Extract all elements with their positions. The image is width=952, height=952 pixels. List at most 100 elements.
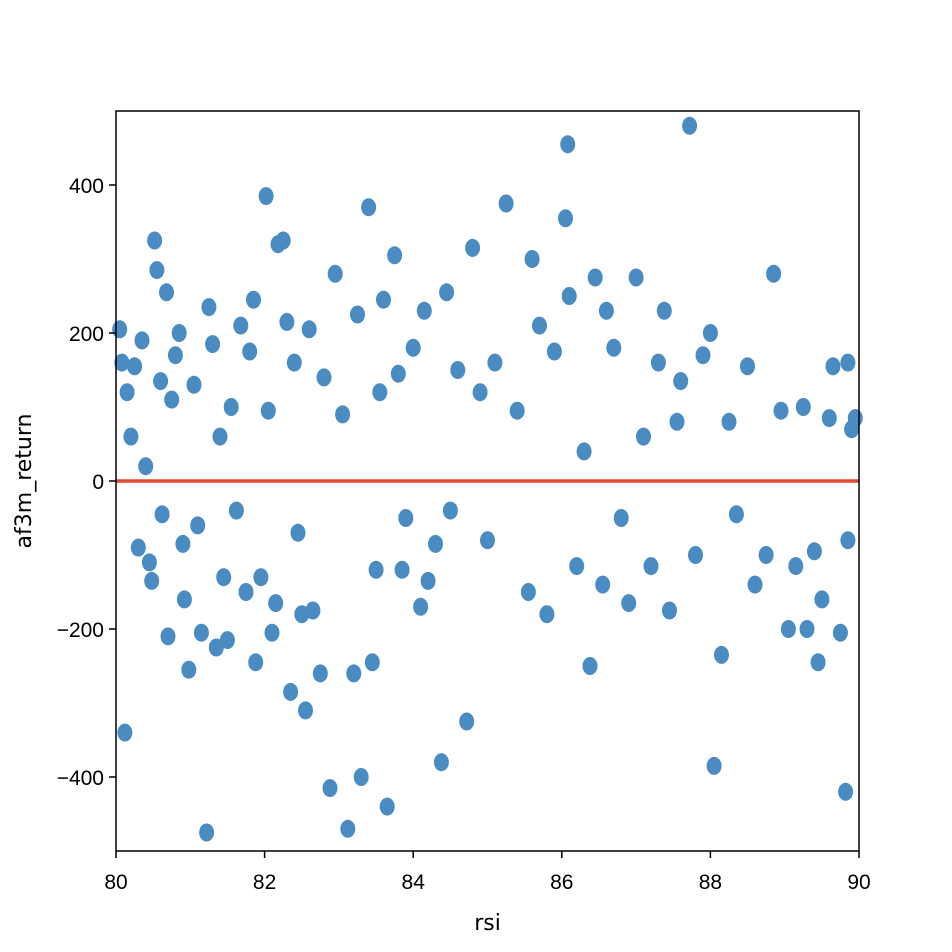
x-tick-label: 80 bbox=[104, 871, 127, 894]
data-point bbox=[439, 283, 455, 302]
data-point bbox=[825, 357, 841, 376]
y-axis-ticks: −400 −200 0 200 400 bbox=[57, 175, 116, 790]
data-point bbox=[758, 546, 774, 564]
y-tick-label: −200 bbox=[57, 619, 104, 642]
x-tick-label: 88 bbox=[699, 871, 722, 894]
data-point bbox=[327, 264, 343, 283]
data-point bbox=[376, 290, 391, 309]
data-point bbox=[176, 590, 192, 609]
data-point bbox=[795, 398, 811, 416]
data-point bbox=[193, 623, 209, 642]
data-point bbox=[144, 571, 160, 590]
data-point bbox=[636, 427, 651, 446]
data-point bbox=[175, 534, 191, 553]
data-point bbox=[305, 601, 321, 620]
data-point bbox=[773, 401, 789, 420]
data-point bbox=[205, 335, 221, 354]
data-point bbox=[582, 657, 598, 675]
data-point bbox=[361, 198, 377, 217]
data-point bbox=[595, 575, 611, 594]
data-point bbox=[814, 590, 830, 609]
data-point bbox=[587, 268, 603, 287]
data-point bbox=[212, 427, 228, 446]
data-point bbox=[840, 353, 856, 372]
data-point bbox=[368, 560, 384, 579]
data-point bbox=[747, 575, 763, 594]
data-point bbox=[138, 457, 154, 476]
data-point bbox=[832, 623, 848, 642]
data-point bbox=[275, 231, 291, 250]
data-point bbox=[650, 353, 666, 372]
data-point bbox=[558, 209, 573, 228]
data-point bbox=[569, 557, 585, 576]
x-axis-label: rsi bbox=[474, 911, 501, 936]
data-point bbox=[279, 312, 295, 331]
y-tick-label: 400 bbox=[69, 175, 104, 198]
data-point bbox=[164, 390, 180, 409]
data-point bbox=[223, 398, 239, 416]
data-point bbox=[141, 553, 157, 572]
data-point bbox=[714, 645, 729, 664]
points-layer bbox=[112, 116, 863, 842]
data-point bbox=[656, 301, 672, 320]
data-point bbox=[561, 287, 577, 305]
data-point bbox=[112, 320, 128, 339]
data-point bbox=[532, 316, 547, 335]
data-point bbox=[509, 401, 525, 420]
x-tick-label: 90 bbox=[847, 871, 870, 894]
data-point bbox=[127, 357, 143, 376]
data-point bbox=[264, 623, 280, 642]
data-point bbox=[450, 361, 466, 379]
data-point bbox=[780, 620, 796, 638]
data-point bbox=[228, 501, 244, 520]
data-point bbox=[728, 505, 744, 524]
data-point bbox=[283, 682, 299, 701]
data-point bbox=[316, 368, 332, 387]
data-point bbox=[669, 412, 685, 431]
data-point bbox=[810, 653, 826, 672]
data-point bbox=[702, 324, 718, 342]
data-point bbox=[539, 605, 555, 624]
data-point bbox=[498, 194, 514, 213]
data-point bbox=[246, 290, 261, 309]
data-point bbox=[662, 601, 677, 620]
data-point bbox=[159, 283, 174, 302]
data-point bbox=[190, 516, 206, 535]
x-axis-ticks: 80 82 84 86 88 90 bbox=[104, 851, 871, 894]
data-point bbox=[433, 753, 449, 772]
data-point bbox=[216, 568, 232, 587]
data-point bbox=[312, 664, 328, 683]
data-point bbox=[301, 320, 317, 339]
data-point bbox=[153, 372, 169, 391]
data-point bbox=[673, 372, 689, 391]
data-point bbox=[290, 523, 306, 542]
data-point bbox=[613, 509, 629, 527]
data-point bbox=[442, 501, 458, 520]
data-point bbox=[186, 375, 202, 394]
data-point bbox=[766, 264, 782, 283]
data-point bbox=[721, 412, 737, 431]
y-axis-label: af3m_return bbox=[12, 414, 37, 549]
data-point bbox=[130, 538, 146, 557]
data-point bbox=[838, 782, 854, 801]
x-tick-label: 82 bbox=[253, 871, 276, 894]
data-point bbox=[840, 531, 856, 550]
data-point bbox=[379, 797, 395, 816]
data-point bbox=[335, 405, 351, 424]
data-point bbox=[472, 383, 488, 402]
data-point bbox=[459, 712, 475, 731]
data-point bbox=[682, 116, 698, 135]
data-point bbox=[416, 301, 432, 320]
data-point bbox=[546, 342, 562, 361]
data-point bbox=[621, 594, 637, 613]
data-point bbox=[695, 346, 711, 365]
data-point bbox=[233, 316, 249, 335]
data-point bbox=[123, 427, 139, 446]
data-point bbox=[821, 409, 837, 428]
y-tick-label: 200 bbox=[69, 323, 104, 346]
data-point bbox=[346, 664, 362, 683]
data-point bbox=[372, 383, 388, 402]
data-point bbox=[201, 298, 217, 317]
data-point bbox=[298, 701, 313, 720]
